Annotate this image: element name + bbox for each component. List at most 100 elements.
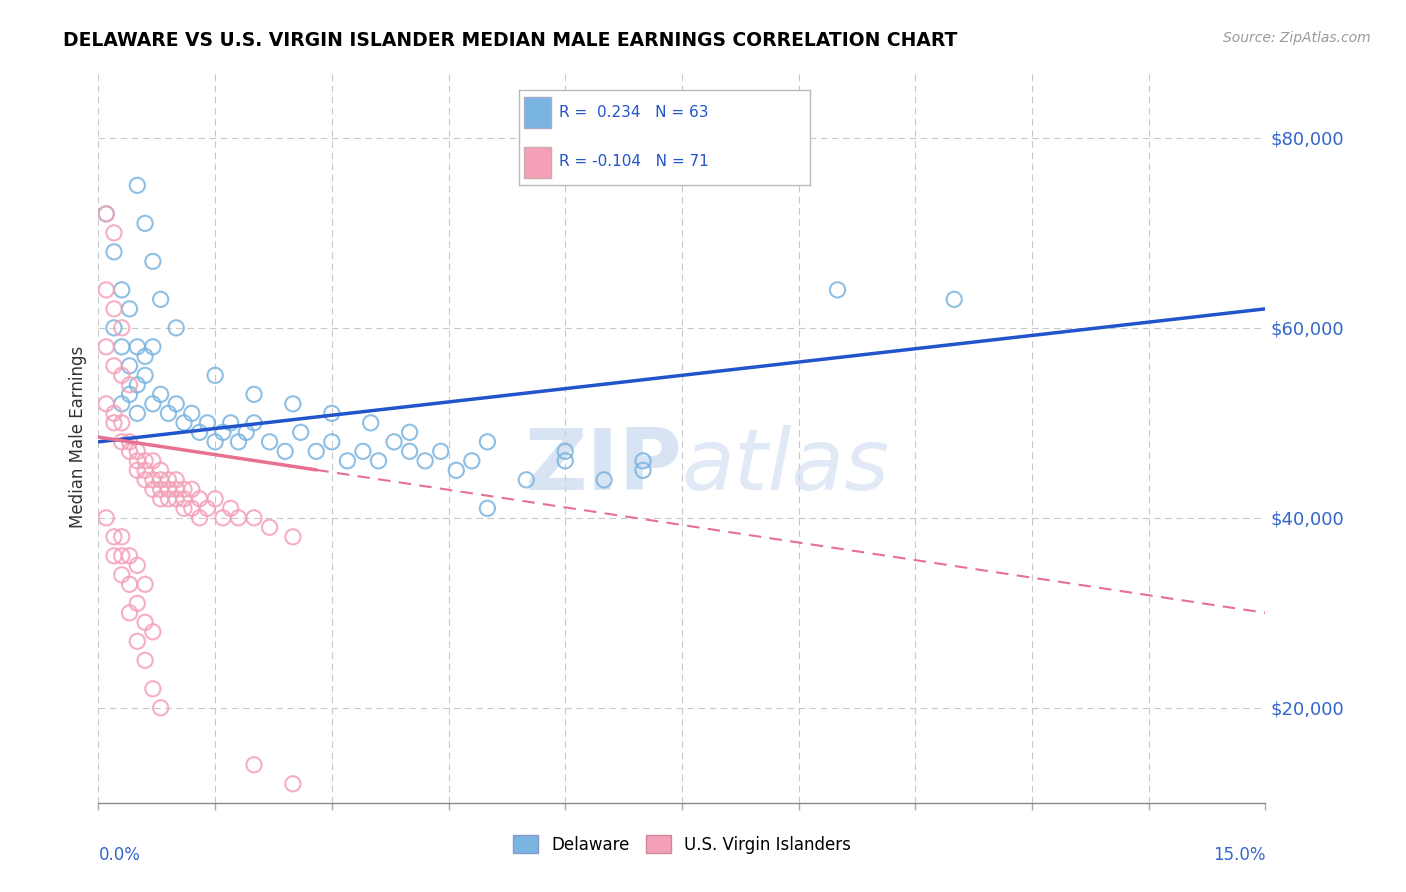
Point: [111, 434, 134, 449]
Point: [103, 226, 125, 240]
Point: [127, 558, 149, 573]
Point: [134, 653, 156, 667]
Point: [134, 349, 156, 363]
Point: [180, 406, 202, 420]
Point: [281, 397, 304, 411]
Point: [188, 425, 211, 440]
Point: [103, 406, 125, 420]
Text: 0.0%: 0.0%: [98, 846, 141, 863]
Point: [243, 416, 266, 430]
Point: [228, 511, 250, 525]
Point: [321, 406, 343, 420]
Point: [631, 454, 654, 468]
Point: [111, 283, 134, 297]
Point: [157, 406, 180, 420]
Point: [321, 434, 343, 449]
Point: [554, 444, 576, 458]
Point: [943, 293, 966, 307]
Point: [111, 567, 134, 582]
Point: [96, 207, 118, 221]
Point: [290, 425, 312, 440]
Point: [103, 244, 125, 259]
Point: [142, 681, 165, 696]
Point: [96, 283, 118, 297]
Point: [149, 473, 172, 487]
Point: [827, 283, 849, 297]
Point: [118, 549, 141, 563]
Point: [243, 511, 266, 525]
Text: DELAWARE VS U.S. VIRGIN ISLANDER MEDIAN MALE EARNINGS CORRELATION CHART: DELAWARE VS U.S. VIRGIN ISLANDER MEDIAN …: [63, 31, 957, 50]
Point: [398, 444, 420, 458]
Point: [631, 463, 654, 477]
Point: [127, 454, 149, 468]
Point: [118, 577, 141, 591]
Point: [127, 340, 149, 354]
Point: [127, 178, 149, 193]
Point: [305, 444, 328, 458]
Point: [142, 624, 165, 639]
Point: [103, 549, 125, 563]
Point: [382, 434, 405, 449]
Point: [515, 473, 537, 487]
Point: [127, 634, 149, 648]
Point: [281, 777, 304, 791]
Point: [149, 701, 172, 715]
Point: [274, 444, 297, 458]
Point: [127, 444, 149, 458]
Point: [149, 483, 172, 497]
Point: [111, 321, 134, 335]
Text: Source: ZipAtlas.com: Source: ZipAtlas.com: [1223, 31, 1371, 45]
Point: [111, 340, 134, 354]
Point: [173, 483, 195, 497]
Point: [593, 473, 616, 487]
Point: [134, 577, 156, 591]
Point: [477, 434, 499, 449]
Point: [336, 454, 359, 468]
Point: [103, 301, 125, 316]
Point: [96, 340, 118, 354]
Point: [173, 501, 195, 516]
Text: atlas: atlas: [682, 425, 890, 508]
Point: [554, 454, 576, 468]
Point: [204, 368, 226, 383]
Point: [180, 483, 202, 497]
Point: [118, 377, 141, 392]
Point: [173, 491, 195, 506]
Point: [118, 359, 141, 373]
Point: [103, 416, 125, 430]
Point: [157, 491, 180, 506]
Point: [134, 454, 156, 468]
Point: [149, 387, 172, 401]
Point: [446, 463, 468, 477]
Point: [142, 254, 165, 268]
Point: [118, 387, 141, 401]
Point: [118, 606, 141, 620]
Text: 15.0%: 15.0%: [1213, 846, 1265, 863]
Point: [219, 501, 242, 516]
Point: [103, 530, 125, 544]
Point: [142, 340, 165, 354]
Point: [134, 473, 156, 487]
Point: [360, 416, 382, 430]
Point: [142, 473, 165, 487]
Point: [127, 377, 149, 392]
Point: [111, 530, 134, 544]
Point: [243, 387, 266, 401]
Point: [111, 397, 134, 411]
Point: [118, 444, 141, 458]
Point: [173, 416, 195, 430]
Point: [477, 501, 499, 516]
Point: [235, 425, 257, 440]
Text: ZIP: ZIP: [524, 425, 682, 508]
Point: [195, 416, 218, 430]
Point: [149, 293, 172, 307]
Point: [188, 511, 211, 525]
Point: [134, 463, 156, 477]
Point: [111, 368, 134, 383]
Point: [429, 444, 451, 458]
Point: [398, 425, 420, 440]
Point: [461, 454, 484, 468]
Point: [111, 416, 134, 430]
Point: [243, 757, 266, 772]
Point: [103, 359, 125, 373]
